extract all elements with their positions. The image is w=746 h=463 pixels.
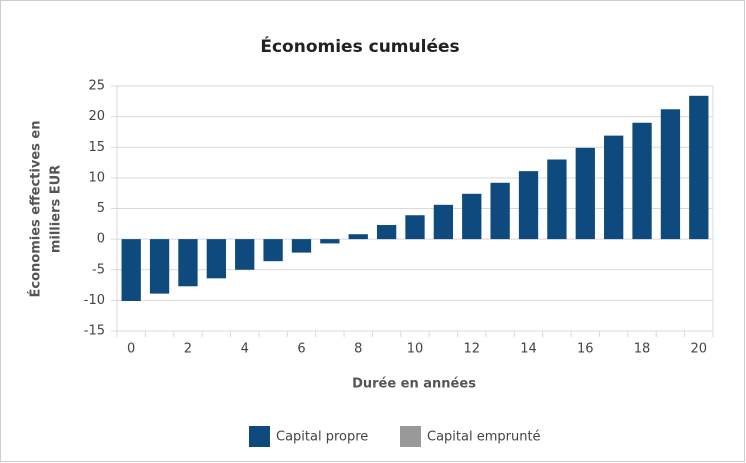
y-tick-label: -15 xyxy=(84,324,105,339)
y-tick-label: 15 xyxy=(88,140,105,155)
bar xyxy=(121,239,141,301)
x-tick-label: 20 xyxy=(691,342,708,357)
bar xyxy=(206,239,226,279)
bar xyxy=(490,182,510,240)
y-tick-label: -5 xyxy=(92,262,105,277)
chart-title: Économies cumulées xyxy=(260,35,459,57)
legend-swatch xyxy=(400,426,421,447)
x-tick-label: 14 xyxy=(520,342,537,357)
x-tick-label: 16 xyxy=(577,342,594,357)
legend-swatch xyxy=(249,426,270,447)
bar xyxy=(263,239,283,262)
y-axis-label-line: milliers EUR xyxy=(49,165,64,253)
x-tick-label: 10 xyxy=(407,342,424,357)
bar xyxy=(575,147,595,240)
bar xyxy=(547,159,567,240)
bar xyxy=(405,215,425,240)
y-axis-label: Économies effectives en milliers EUR xyxy=(28,121,64,298)
x-tick-label: 8 xyxy=(354,342,362,357)
x-tick-label: 0 xyxy=(127,342,135,357)
bar xyxy=(149,239,170,294)
bar xyxy=(660,109,681,240)
legend-label: Capital propre xyxy=(276,430,368,445)
bar xyxy=(462,193,482,240)
y-tick-label: 25 xyxy=(88,79,105,94)
y-tick-label: 20 xyxy=(88,109,105,124)
bar xyxy=(689,95,709,240)
x-axis-label: Durée en années xyxy=(352,377,476,392)
x-tick-label: 18 xyxy=(634,342,651,357)
bar xyxy=(433,204,454,240)
bar xyxy=(604,135,624,240)
bar xyxy=(235,239,255,270)
y-tick-label: 0 xyxy=(97,232,105,247)
bar xyxy=(632,122,652,240)
x-tick-label: 6 xyxy=(297,342,305,357)
x-tick-label: 12 xyxy=(463,342,480,357)
y-tick-label: -10 xyxy=(84,293,105,308)
y-tick-label: 5 xyxy=(97,201,105,216)
legend-label: Capital emprunté xyxy=(427,430,541,445)
x-tick-label: 4 xyxy=(241,342,249,357)
bar xyxy=(178,239,198,287)
bar xyxy=(376,225,397,240)
bar xyxy=(348,234,368,240)
bar xyxy=(518,171,539,240)
y-axis-label-line: Économies effectives en xyxy=(28,121,44,298)
y-tick-label: 10 xyxy=(88,170,105,185)
x-tick-label: 2 xyxy=(184,342,192,357)
bar xyxy=(291,239,312,253)
bar xyxy=(320,239,340,244)
